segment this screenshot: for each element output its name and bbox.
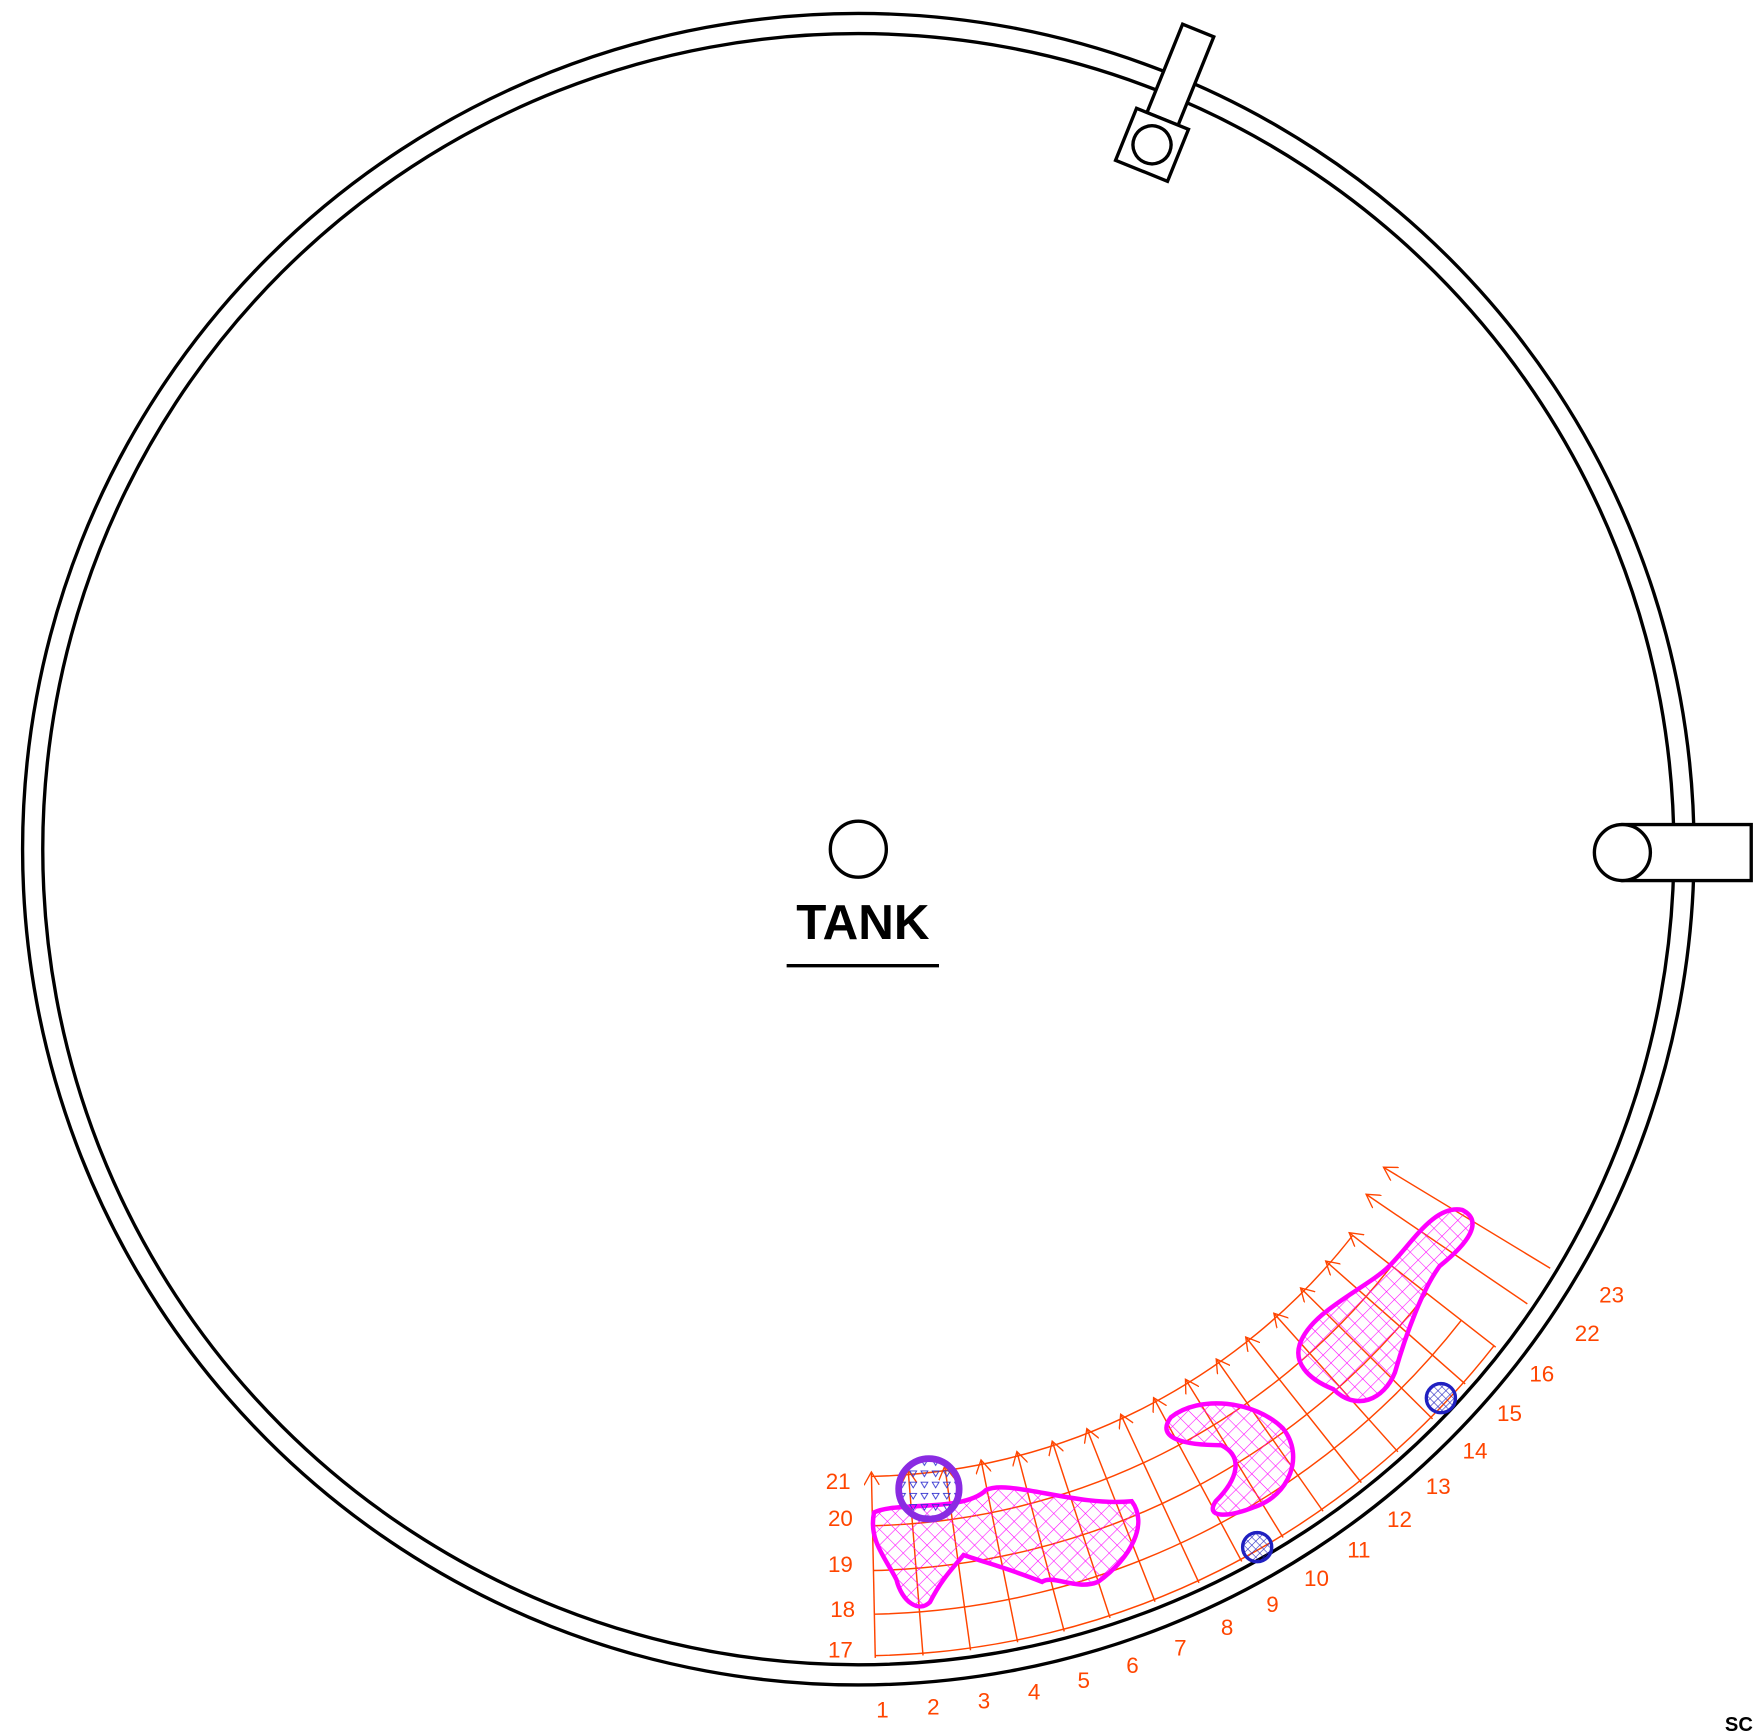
grid-row-arc (874, 1319, 1462, 1615)
grid-column-line (1246, 1337, 1362, 1484)
row-label: 21 (826, 1469, 851, 1494)
tank-title: TANK (796, 895, 930, 950)
column-label: 6 (1126, 1653, 1138, 1678)
column-label: 9 (1266, 1592, 1278, 1617)
row-label: 19 (828, 1552, 853, 1577)
row-label: 17 (828, 1637, 853, 1662)
column-label: 8 (1221, 1615, 1233, 1640)
row-label: 23 (1599, 1282, 1624, 1307)
column-label: 14 (1462, 1438, 1487, 1463)
grid-column-line (871, 1472, 875, 1658)
column-label: 7 (1174, 1635, 1186, 1660)
row-label: 18 (830, 1597, 855, 1622)
pits (895, 1381, 1458, 1564)
column-label: 1 (876, 1697, 888, 1722)
column-label: 13 (1426, 1474, 1451, 1499)
column-label: 3 (978, 1689, 990, 1714)
column-label: 5 (1078, 1668, 1090, 1693)
column-label: 10 (1304, 1566, 1329, 1591)
column-label: 12 (1387, 1507, 1412, 1532)
column-label: 15 (1497, 1401, 1522, 1426)
column-label: 2 (927, 1694, 939, 1719)
column-label: 4 (1028, 1680, 1040, 1705)
grid-column-line (1121, 1414, 1200, 1584)
corner-text: SC (1725, 1714, 1753, 1732)
column-label: 16 (1529, 1361, 1554, 1386)
nozzle-top (1113, 22, 1216, 184)
column-label: 11 (1347, 1538, 1370, 1563)
row-label: 22 (1575, 1321, 1600, 1346)
row-label: 20 (828, 1506, 853, 1531)
grid-row-arc (875, 1345, 1495, 1657)
tank-shell (20, 11, 1696, 1687)
nozzle-right (1592, 822, 1753, 883)
